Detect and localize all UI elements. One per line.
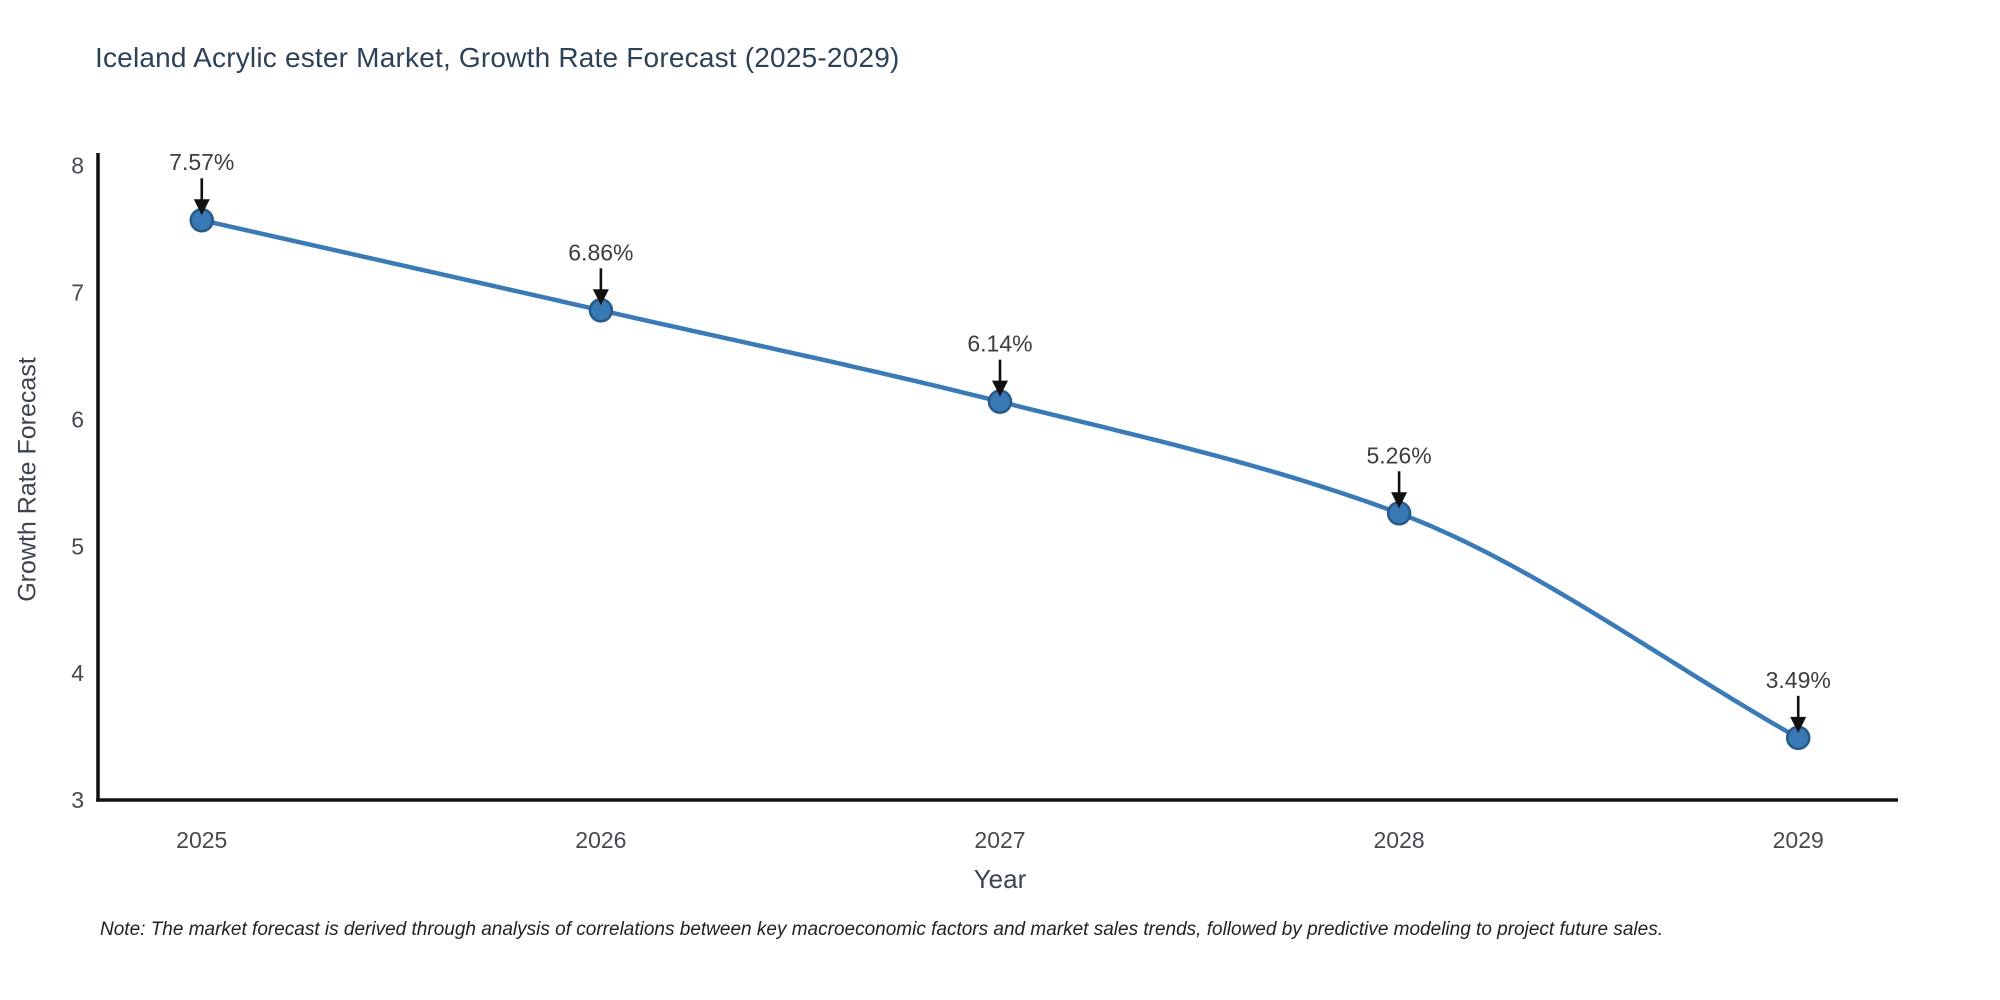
annotation-arrow-head bbox=[1790, 716, 1807, 733]
annotation-arrow-head bbox=[991, 380, 1008, 397]
y-tick-label: 4 bbox=[71, 660, 84, 686]
data-point-label: 6.86% bbox=[568, 239, 633, 265]
y-tick-label: 8 bbox=[71, 153, 84, 179]
y-tick-label: 3 bbox=[71, 787, 84, 813]
x-tick-label: 2026 bbox=[575, 827, 626, 853]
data-point-label: 3.49% bbox=[1766, 667, 1831, 693]
annotation-arrow-head bbox=[1391, 492, 1408, 509]
data-point-label: 6.14% bbox=[967, 331, 1032, 357]
x-tick-label: 2028 bbox=[1374, 827, 1425, 853]
chart-title: Iceland Acrylic ester Market, Growth Rat… bbox=[95, 42, 900, 73]
y-tick-label: 7 bbox=[71, 280, 84, 306]
forecast-line bbox=[199, 217, 1801, 741]
annotation-arrow-head bbox=[193, 199, 210, 216]
x-tick-label: 2027 bbox=[974, 827, 1025, 853]
y-tick-label: 6 bbox=[71, 406, 84, 432]
x-axis-label: Year bbox=[973, 864, 1027, 894]
x-tick-label: 2025 bbox=[176, 827, 227, 853]
footnote: Note: The market forecast is derived thr… bbox=[100, 919, 1663, 940]
y-tick-label: 5 bbox=[71, 533, 84, 559]
data-point-label: 7.57% bbox=[169, 149, 234, 175]
annotation-arrow-head bbox=[592, 289, 609, 306]
data-point-label: 5.26% bbox=[1366, 442, 1431, 468]
x-tick-label: 2029 bbox=[1773, 827, 1824, 853]
